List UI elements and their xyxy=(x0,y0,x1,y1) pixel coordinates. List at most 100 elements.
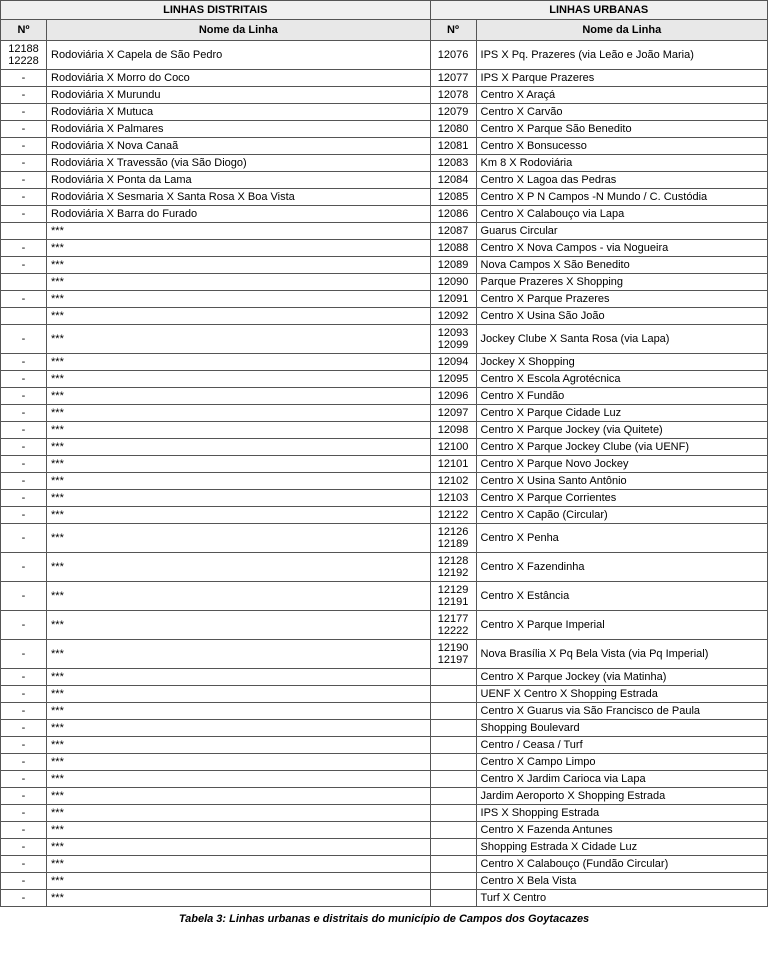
district-line-num: - xyxy=(1,788,47,805)
district-line-num: 12188 12228 xyxy=(1,41,47,70)
urban-line-num: 12080 xyxy=(430,121,476,138)
table-row: -***12096Centro X Fundão xyxy=(1,388,768,405)
urban-line-name: Jardim Aeroporto X Shopping Estrada xyxy=(476,788,767,805)
district-line-name: *** xyxy=(47,439,431,456)
urban-line-name: Centro X Jardim Carioca via Lapa xyxy=(476,771,767,788)
district-line-num: - xyxy=(1,422,47,439)
urban-line-num xyxy=(430,873,476,890)
district-line-num: - xyxy=(1,611,47,640)
district-line-name: *** xyxy=(47,354,431,371)
district-line-name: *** xyxy=(47,737,431,754)
urban-line-name: Centro X Parque Jockey (via Matinha) xyxy=(476,669,767,686)
table-row: -*** Centro X Bela Vista xyxy=(1,873,768,890)
urban-line-num: 12126 12189 xyxy=(430,524,476,553)
table-row: -***IPS X Shopping Estrada xyxy=(1,805,768,822)
urban-line-name: Centro X Bonsucesso xyxy=(476,138,767,155)
urban-line-name: Nova Campos X São Benedito xyxy=(476,257,767,274)
urban-line-name: Centro X Nova Campos - via Nogueira xyxy=(476,240,767,257)
district-line-num: - xyxy=(1,388,47,405)
district-line-num: - xyxy=(1,771,47,788)
district-line-name: *** xyxy=(47,720,431,737)
district-line-name: *** xyxy=(47,611,431,640)
col-header-num-right: Nº xyxy=(430,20,476,41)
table-row: -***12190 12197Nova Brasília X Pq Bela V… xyxy=(1,640,768,669)
urban-line-num xyxy=(430,771,476,788)
urban-line-num: 12100 xyxy=(430,439,476,456)
district-line-name: *** xyxy=(47,788,431,805)
urban-line-name: Centro X Fundão xyxy=(476,388,767,405)
table-row: ***12087Guarus Circular xyxy=(1,223,768,240)
urban-line-num: 12090 xyxy=(430,274,476,291)
district-line-num: - xyxy=(1,104,47,121)
table-row: -***12093 12099Jockey Clube X Santa Rosa… xyxy=(1,325,768,354)
urban-line-num: 12084 xyxy=(430,172,476,189)
urban-line-name: Centro X Parque Jockey (via Quitete) xyxy=(476,422,767,439)
district-line-num: - xyxy=(1,354,47,371)
table-row: -***Centro X Guarus via São Francisco de… xyxy=(1,703,768,720)
district-line-name: *** xyxy=(47,456,431,473)
district-line-num: - xyxy=(1,873,47,890)
district-line-num: - xyxy=(1,439,47,456)
district-line-name: *** xyxy=(47,422,431,439)
district-line-num: - xyxy=(1,473,47,490)
col-header-name-right: Nome da Linha xyxy=(476,20,767,41)
urban-line-num: 12095 xyxy=(430,371,476,388)
table-row: -***12102Centro X Usina Santo Antônio xyxy=(1,473,768,490)
urban-line-num xyxy=(430,839,476,856)
table-row: -***Centro X Jardim Carioca via Lapa xyxy=(1,771,768,788)
district-line-num: - xyxy=(1,325,47,354)
district-line-num: - xyxy=(1,291,47,308)
table-row: -***12128 12192Centro X Fazendinha xyxy=(1,553,768,582)
urban-line-name: Parque Prazeres X Shopping xyxy=(476,274,767,291)
urban-line-num xyxy=(430,805,476,822)
urban-line-name: Centro X Campo Limpo xyxy=(476,754,767,771)
district-line-name: *** xyxy=(47,473,431,490)
urban-line-name: Centro X Penha xyxy=(476,524,767,553)
col-header-num-left: Nº xyxy=(1,20,47,41)
urban-line-name: Centro X P N Campos -N Mundo / C. Custód… xyxy=(476,189,767,206)
district-line-name: *** xyxy=(47,640,431,669)
table-row: -***12126 12189Centro X Penha xyxy=(1,524,768,553)
district-line-num: - xyxy=(1,669,47,686)
district-line-name: *** xyxy=(47,405,431,422)
table-row: -***Centro X Campo Limpo xyxy=(1,754,768,771)
urban-line-num: 12093 12099 xyxy=(430,325,476,354)
district-line-name: Rodoviária X Morro do Coco xyxy=(47,70,431,87)
urban-line-num: 12076 xyxy=(430,41,476,70)
urban-line-num: 12088 xyxy=(430,240,476,257)
table-row: -Rodoviária X Murundu12078Centro X Araçá xyxy=(1,87,768,104)
district-line-name: *** xyxy=(47,686,431,703)
table-body: 12188 12228Rodoviária X Capela de São Pe… xyxy=(1,41,768,907)
district-line-name: *** xyxy=(47,582,431,611)
table-row: -***Centro X Fazenda Antunes xyxy=(1,822,768,839)
section-header-right: LINHAS URBANAS xyxy=(430,1,767,20)
district-line-name: *** xyxy=(47,291,431,308)
district-line-num xyxy=(1,223,47,240)
urban-line-name: Jockey Clube X Santa Rosa (via Lapa) xyxy=(476,325,767,354)
column-header-row: Nº Nome da Linha Nº Nome da Linha xyxy=(1,20,768,41)
table-row: -Rodoviária X Morro do Coco12077IPS X Pa… xyxy=(1,70,768,87)
table-row: -***Centro X Calabouço (Fundão Circular) xyxy=(1,856,768,873)
urban-line-name: Centro X Calabouço (Fundão Circular) xyxy=(476,856,767,873)
urban-line-name: Centro X Bela Vista xyxy=(476,873,767,890)
urban-line-name: Centro X Parque Novo Jockey xyxy=(476,456,767,473)
table-row: -Rodoviária X Ponta da Lama12084Centro X… xyxy=(1,172,768,189)
urban-line-name: IPS X Shopping Estrada xyxy=(476,805,767,822)
district-line-name: Rodoviária X Sesmaria X Santa Rosa X Boa… xyxy=(47,189,431,206)
district-line-num: - xyxy=(1,155,47,172)
urban-line-name: Centro X Capão (Circular) xyxy=(476,507,767,524)
urban-line-num: 12103 xyxy=(430,490,476,507)
district-line-name: *** xyxy=(47,490,431,507)
urban-line-name: Centro / Ceasa / Turf xyxy=(476,737,767,754)
district-line-name: *** xyxy=(47,873,431,890)
urban-line-name: Guarus Circular xyxy=(476,223,767,240)
urban-line-num: 12089 xyxy=(430,257,476,274)
table-row: -***12103Centro X Parque Corrientes xyxy=(1,490,768,507)
table-row: -***12097Centro X Parque Cidade Luz xyxy=(1,405,768,422)
table-row: -***12091Centro X Parque Prazeres xyxy=(1,291,768,308)
district-line-num: - xyxy=(1,737,47,754)
district-line-num: - xyxy=(1,686,47,703)
table-row: -***Shopping Estrada X Cidade Luz xyxy=(1,839,768,856)
district-line-name: *** xyxy=(47,805,431,822)
district-line-name: *** xyxy=(47,553,431,582)
